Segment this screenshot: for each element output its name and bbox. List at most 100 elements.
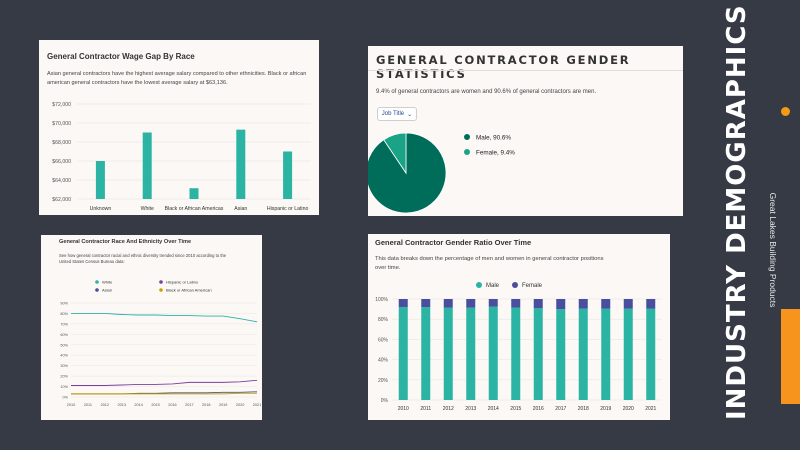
side-title: INDUSTRY DEMOGRAPHICS <box>722 4 752 420</box>
legend-label: Male, 90.6% <box>476 134 511 141</box>
chevron-down-icon: ⌄ <box>407 111 413 118</box>
x-tick-label: 2013 <box>465 406 476 412</box>
y-tick-label: 10% <box>60 385 68 389</box>
series-line <box>71 392 257 395</box>
panel-description: Asian general contractors have the highe… <box>47 71 307 86</box>
x-tick-label: 2017 <box>555 406 566 412</box>
job-title-dropdown[interactable]: Job Title ⌄ <box>377 107 417 121</box>
x-tick-label: 2010 <box>67 403 75 407</box>
stacked-bar-segment <box>623 308 633 400</box>
y-tick-label: 20% <box>378 378 389 384</box>
stacked-bar-segment <box>601 308 611 400</box>
panel-description: See how general contractor racial and et… <box>59 253 227 264</box>
x-tick-label: 2020 <box>236 403 244 407</box>
y-tick-label: 100% <box>375 297 388 303</box>
y-tick-label: 90% <box>60 302 68 306</box>
stacked-bar-segment <box>466 299 476 308</box>
stacked-bar-segment <box>466 307 476 400</box>
bar <box>283 151 293 199</box>
x-tick-label: 2010 <box>398 406 409 412</box>
stacked-bar-segment <box>556 299 566 310</box>
x-tick-label: 2014 <box>488 406 499 412</box>
panel-title: General Contractor Wage Gap By Race <box>47 52 195 61</box>
x-tick-label: White <box>141 206 154 212</box>
stacked-bar-segment <box>443 299 453 308</box>
gender-stats-panel: GENERAL CONTRACTOR GENDER STATISTICS 9.4… <box>368 46 683 216</box>
stacked-bar-segment <box>578 299 588 309</box>
series-line <box>71 312 258 323</box>
legend-swatch <box>464 149 470 155</box>
legend-label: Hispanic or Latino <box>166 280 199 285</box>
legend-swatch <box>159 280 163 284</box>
pie-slice <box>368 132 447 214</box>
brand-name: Great Lakes Building Products <box>768 192 778 308</box>
stacked-bar-segment <box>398 299 408 308</box>
y-tick-label: $68,000 <box>52 140 71 146</box>
stacked-bar-segment <box>578 308 588 400</box>
legend-label: Asian <box>102 288 112 293</box>
stacked-bar-segment <box>443 307 453 400</box>
divider <box>368 70 683 71</box>
series-line <box>71 379 258 386</box>
x-tick-label: 2016 <box>533 406 544 412</box>
y-tick-label: 40% <box>378 358 389 364</box>
y-tick-label: 20% <box>60 375 68 379</box>
x-tick-label: 2016 <box>168 403 176 407</box>
legend-swatch <box>95 288 99 292</box>
y-tick-label: 0% <box>381 398 389 404</box>
stacked-bar-segment <box>646 308 656 400</box>
y-tick-label: 50% <box>60 343 68 347</box>
x-tick-label: 2018 <box>578 406 589 412</box>
x-tick-label: 2015 <box>510 406 521 412</box>
race-line-chart: 0% 10% 20% 30% 40% 50% 60% 70% 80% 90% 2010 2011 201… <box>60 280 261 408</box>
x-tick-label: 2021 <box>645 406 656 412</box>
legend-label: White <box>102 280 113 285</box>
x-tick-label: 2015 <box>151 403 159 407</box>
x-tick-label: Asian <box>234 206 247 212</box>
race-over-time-panel: General Contractor Race And Ethnicity Ov… <box>41 235 262 420</box>
panel-description: 9.4% of general contractors are women an… <box>376 89 597 95</box>
y-tick-label: 60% <box>60 333 68 337</box>
stacked-bar-segment <box>623 299 633 309</box>
gender-ratio-chart: 0% 20% 40% 60% 80% 100% 2010 2011 2012 2013 2014 20… <box>375 282 662 412</box>
y-tick-label: 70% <box>60 322 68 326</box>
x-tick-label: Hispanic or Latino <box>267 206 309 212</box>
stacked-bar-segment <box>421 307 431 400</box>
stacked-bar-segment <box>488 299 498 307</box>
legend-label: Black or African American <box>166 288 212 293</box>
stacked-bar-segment <box>533 308 543 400</box>
stacked-bar-segment <box>511 299 521 308</box>
x-tick-label: 2020 <box>623 406 634 412</box>
y-tick-label: $72,000 <box>52 102 71 108</box>
wage-gap-panel: General Contractor Wage Gap By Race Asia… <box>39 40 319 215</box>
x-tick-label: 2011 <box>420 406 431 412</box>
x-tick-label: Black or African Americas <box>165 206 224 212</box>
stacked-bar-segment <box>421 299 431 308</box>
legend-swatch <box>476 282 482 288</box>
dropdown-label: Job Title <box>381 111 405 117</box>
stacked-bar-segment <box>556 309 566 400</box>
x-tick-label: 2017 <box>185 403 193 407</box>
y-tick-label: $70,000 <box>52 121 71 127</box>
wage-gap-chart: $62,000 $64,000 $66,000 $68,000 $70,000 $72,0… <box>52 102 311 212</box>
accent-bar <box>781 309 800 404</box>
stacked-bar-segment <box>601 299 611 309</box>
y-tick-label: 80% <box>378 317 389 323</box>
bar <box>189 188 199 199</box>
panel-title: General Contractor Race And Ethnicity Ov… <box>59 239 192 245</box>
y-tick-label: $64,000 <box>52 178 71 184</box>
legend-label: Male <box>486 283 500 289</box>
legend-swatch <box>159 288 163 292</box>
x-tick-label: 2012 <box>101 403 109 407</box>
x-tick-label: 2019 <box>219 403 227 407</box>
x-tick-label: 2014 <box>134 403 142 407</box>
legend-label: Female, 9.4% <box>476 149 515 156</box>
y-tick-label: 80% <box>60 312 68 316</box>
y-tick-label: 0% <box>63 396 69 400</box>
x-tick-label: 2021 <box>253 403 261 407</box>
x-tick-label: 2013 <box>118 403 126 407</box>
x-tick-label: 2018 <box>202 403 210 407</box>
bar <box>142 132 152 199</box>
stacked-bar-segment <box>511 307 521 400</box>
bar <box>95 161 105 199</box>
